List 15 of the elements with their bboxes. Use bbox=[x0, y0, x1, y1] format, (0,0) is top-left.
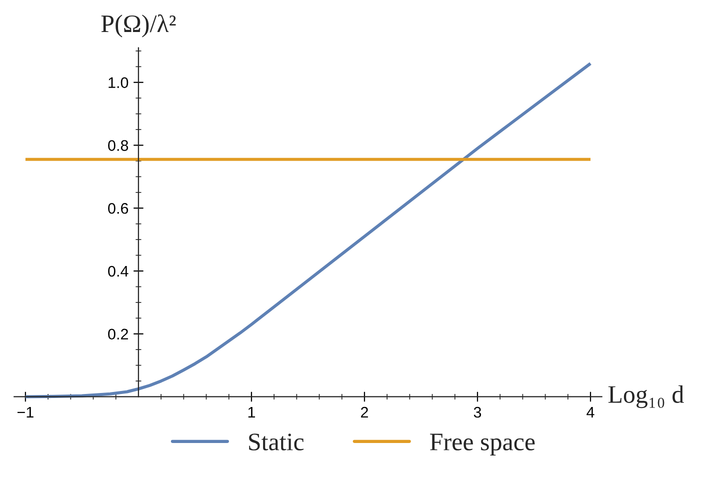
x-tick-label: 2 bbox=[361, 406, 368, 418]
y-tick-label: 0.2 bbox=[108, 328, 128, 340]
y-axis-title: P(Ω)/λ² bbox=[101, 14, 176, 38]
x-tick-label: 1 bbox=[248, 407, 255, 418]
y-tick-label: 0.4 bbox=[108, 266, 128, 277]
x-tick-label: 3 bbox=[474, 406, 482, 418]
y-tick-label: 1.0 bbox=[108, 77, 128, 88]
line-series bbox=[24, 62, 592, 398]
x-tick-label: 4 bbox=[586, 407, 594, 418]
y-tick-label: 0.6 bbox=[108, 202, 128, 214]
legend-label: Static bbox=[249, 434, 304, 450]
x-axis-title: Log₁₀ d bbox=[608, 385, 684, 408]
legend-label: Free space bbox=[430, 434, 535, 456]
x-tick-label: −1 bbox=[18, 407, 34, 418]
y-tick-label: 0.8 bbox=[108, 140, 128, 151]
